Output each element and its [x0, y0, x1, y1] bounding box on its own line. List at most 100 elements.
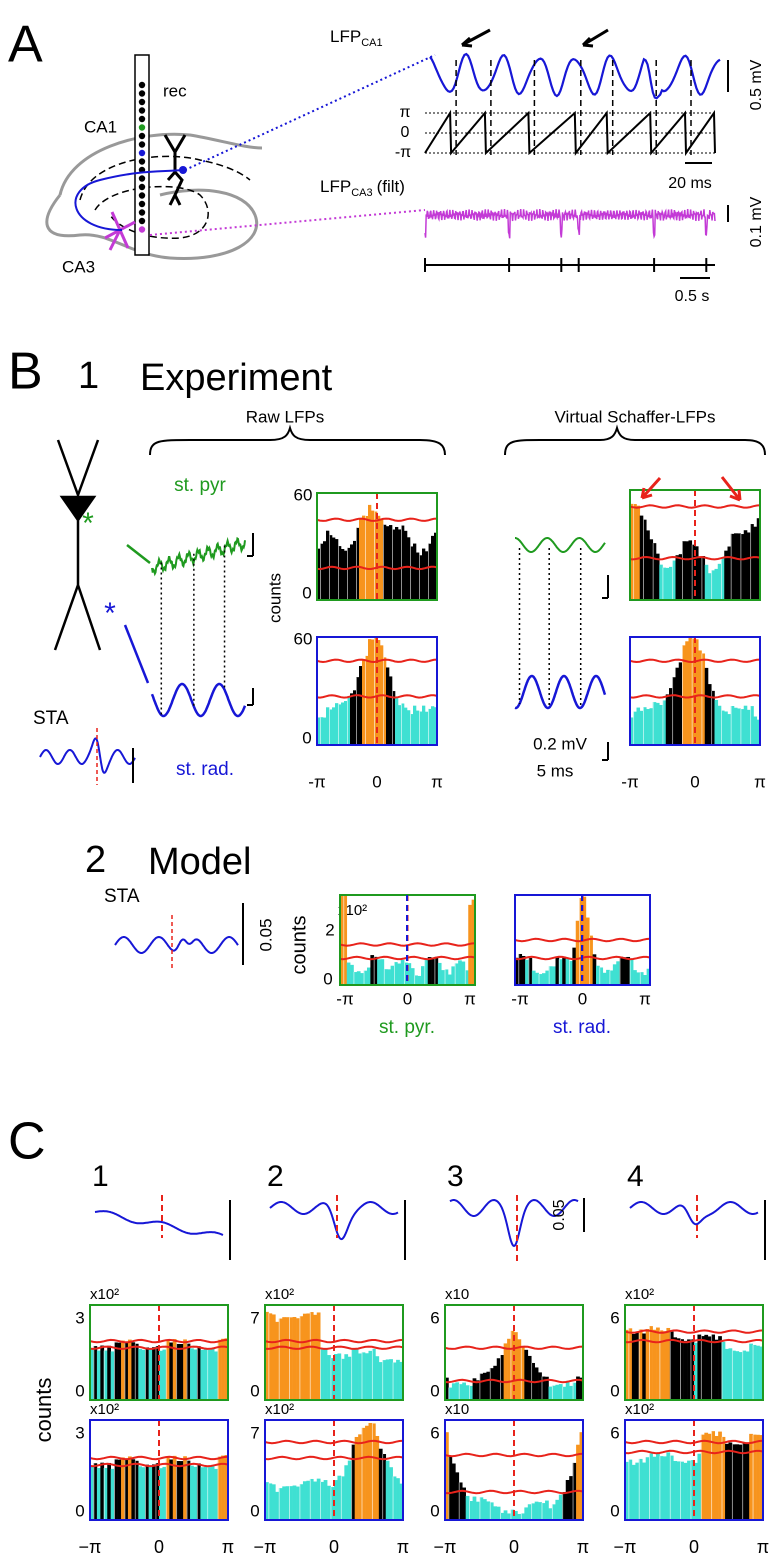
histogram-bar: [558, 1384, 563, 1400]
histogram-bar: [503, 1343, 508, 1400]
bar-gap: [682, 541, 683, 600]
trace: [269, 1201, 399, 1241]
histogram-bar: [431, 957, 435, 985]
histogram-frame: [89, 1304, 229, 1401]
histogram-bar: [672, 677, 676, 745]
histogram-bar: [347, 547, 351, 600]
histogram-bar: [602, 972, 607, 985]
histogram-bar: [421, 966, 425, 985]
histogram-bar: [282, 1486, 286, 1520]
scale-label: 0.1 mV: [748, 196, 765, 247]
histogram-bar: [138, 1349, 143, 1400]
bar-gap: [589, 935, 591, 985]
electrode-site: [138, 226, 146, 233]
histogram-bar: [711, 690, 715, 745]
histogram-bar: [636, 707, 641, 745]
histogram-bar: [353, 540, 357, 600]
histogram-bar: [666, 1327, 671, 1400]
bar-gap: [541, 1503, 543, 1520]
histogram-bar: [394, 962, 398, 985]
trace: [150, 682, 247, 718]
histogram-bar: [725, 1443, 729, 1520]
histogram-bar: [275, 1321, 280, 1400]
histogram-bar: [176, 1461, 180, 1520]
bar-gap: [510, 1330, 512, 1400]
bar-gap: [207, 1349, 209, 1400]
histogram-bar: [718, 1431, 722, 1520]
scale-label: 0.05: [551, 1199, 568, 1230]
arrow: [461, 28, 491, 48]
scale-label: 0.05: [256, 918, 275, 951]
histogram-bar: [371, 1348, 376, 1400]
histogram-bar: [704, 1334, 709, 1400]
bar-gap: [320, 1481, 321, 1520]
histogram-bar: [759, 1435, 764, 1520]
electrode-site: [138, 149, 146, 157]
histogram-bar: [375, 1435, 380, 1520]
y-tick-label: 3: [75, 1423, 84, 1442]
histogram-bar: [727, 546, 732, 600]
histogram-bar: [124, 1459, 129, 1520]
histogram-bar: [643, 519, 647, 600]
bar-gap: [444, 969, 446, 985]
histogram-bar: [727, 714, 732, 745]
histogram-bar: [649, 1326, 653, 1400]
histogram-bar: [427, 957, 432, 985]
y-tick-label: 0: [75, 1501, 84, 1520]
bar-gap: [672, 677, 674, 745]
histogram-bar: [347, 1356, 352, 1400]
histogram-bar: [646, 530, 650, 600]
x-tick-label: -π: [336, 989, 353, 1008]
histogram-bar: [344, 1354, 349, 1400]
histogram-frame: [444, 1419, 584, 1521]
electrode-site: [138, 158, 146, 165]
trace: [629, 504, 761, 509]
histogram-bar: [320, 543, 324, 600]
histogram-bar: [404, 962, 408, 985]
histogram-bar: [271, 1314, 276, 1400]
histogram-bar: [169, 1459, 174, 1520]
histogram-bar: [398, 705, 402, 745]
histogram-bar: [131, 1342, 136, 1400]
histogram-bar: [548, 1386, 553, 1400]
histogram-bar: [721, 1436, 726, 1520]
histogram-bar: [599, 967, 604, 985]
trace: [449, 1198, 579, 1248]
histogram-bar: [682, 645, 686, 745]
histogram-bar: [585, 917, 590, 985]
histogram-bar: [445, 1377, 449, 1400]
bar-gap: [410, 546, 411, 600]
histogram-bar: [690, 1460, 695, 1520]
histogram-bar: [317, 548, 321, 600]
bar-gap: [629, 959, 631, 985]
histogram-bar: [685, 641, 689, 745]
histogram-bar: [392, 691, 396, 745]
histogram-bar: [711, 570, 715, 600]
histogram-bar: [749, 1343, 753, 1400]
y-tick-label: 6: [610, 1308, 619, 1327]
histogram-bar: [743, 530, 748, 600]
histogram-bar: [616, 961, 620, 985]
bar-gap: [628, 1328, 630, 1400]
bar-gap: [649, 1453, 650, 1520]
bar-gap: [520, 1346, 522, 1400]
x-tick-label: -π: [621, 772, 638, 791]
histogram-bar: [697, 1453, 702, 1520]
histogram-bar: [383, 657, 387, 745]
bar-gap: [469, 1385, 470, 1400]
histogram-bar: [486, 1501, 491, 1520]
bar-gap: [599, 967, 601, 985]
histogram-bar: [500, 1512, 504, 1520]
trace: [316, 517, 438, 522]
histogram-bar: [353, 690, 357, 745]
histogram-bar: [448, 974, 452, 985]
histogram-bar: [134, 1460, 139, 1520]
histogram-bar: [731, 1444, 736, 1520]
bar-gap: [419, 711, 420, 745]
histogram-bar: [292, 1317, 297, 1400]
histogram-bar: [347, 1460, 352, 1520]
histogram-bar: [329, 709, 333, 745]
y-tick-label: 60: [294, 629, 313, 648]
histogram-bar: [669, 1331, 674, 1400]
